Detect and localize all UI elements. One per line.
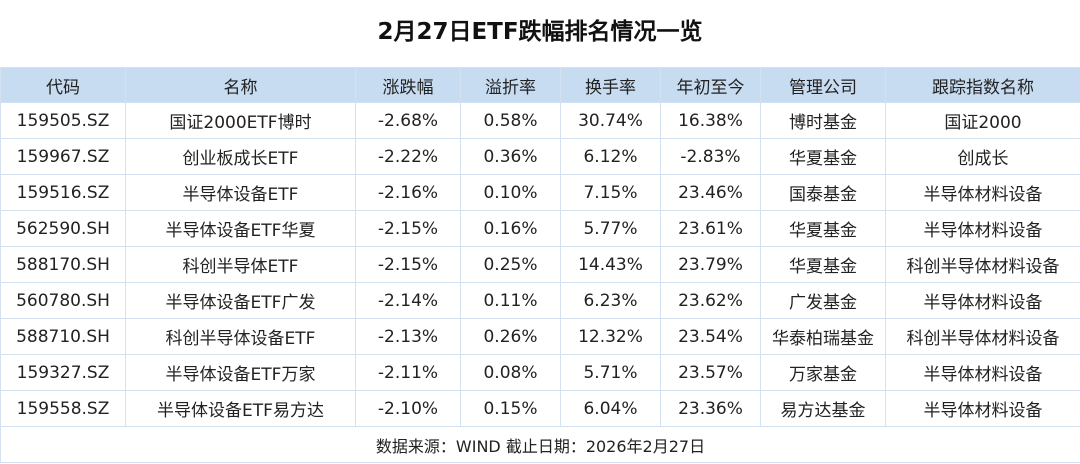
cell-code: 159327.SZ bbox=[0, 354, 126, 391]
cell-manager: 易方达基金 bbox=[760, 390, 886, 427]
cell-code: 588710.SH bbox=[0, 318, 126, 355]
table-row: 588170.SH 科创半导体ETF -2.15% 0.25% 14.43% 23.79%… bbox=[0, 246, 1080, 283]
cell-manager: 万家基金 bbox=[760, 354, 886, 391]
cell-turnover: 30.74% bbox=[560, 102, 661, 139]
cell-index: 科创半导体材料设备 bbox=[885, 318, 1080, 355]
cell-manager: 广发基金 bbox=[760, 282, 886, 319]
table-row: 588710.SH 科创半导体设备ETF -2.13% 0.26% 12.32% 23.5… bbox=[0, 318, 1080, 355]
cell-premium: 0.16% bbox=[460, 210, 561, 247]
cell-turnover: 5.77% bbox=[560, 210, 661, 247]
cell-manager: 华泰柏瑞基金 bbox=[760, 318, 886, 355]
cell-name: 半导体设备ETF万家 bbox=[125, 354, 356, 391]
cell-index: 半导体材料设备 bbox=[885, 210, 1080, 247]
cell-ytd: 23.79% bbox=[660, 246, 761, 283]
cell-premium: 0.15% bbox=[460, 390, 561, 427]
cell-premium: 0.08% bbox=[460, 354, 561, 391]
cell-premium: 0.10% bbox=[460, 174, 561, 211]
page-title: 2月27日ETF跌幅排名情况一览 bbox=[377, 19, 703, 45]
cell-name: 半导体设备ETF bbox=[125, 174, 356, 211]
cell-name: 半导体设备ETF华夏 bbox=[125, 210, 356, 247]
cell-code: 159558.SZ bbox=[0, 390, 126, 427]
cell-turnover: 6.04% bbox=[560, 390, 661, 427]
cell-premium: 0.58% bbox=[460, 102, 561, 139]
cell-change: -2.14% bbox=[355, 282, 461, 319]
cell-name: 半导体设备ETF广发 bbox=[125, 282, 356, 319]
cell-index: 半导体材料设备 bbox=[885, 354, 1080, 391]
cell-change: -2.11% bbox=[355, 354, 461, 391]
cell-premium: 0.36% bbox=[460, 138, 561, 175]
header-ytd: 年初至今 bbox=[660, 67, 761, 103]
cell-change: -2.68% bbox=[355, 102, 461, 139]
cell-index: 半导体材料设备 bbox=[885, 282, 1080, 319]
table-row: 159505.SZ 国证2000ETF博时 -2.68% 0.58% 30.74% 16.… bbox=[0, 102, 1080, 139]
table-row: 159558.SZ 半导体设备ETF易方达 -2.10% 0.15% 6.04% 23.3… bbox=[0, 390, 1080, 427]
cell-turnover: 12.32% bbox=[560, 318, 661, 355]
cell-manager: 华夏基金 bbox=[760, 138, 886, 175]
table-header-row: 代码 名称 涨跌幅 溢折率 换手率 年初至今 管理公司 跟踪指数名称 bbox=[0, 67, 1080, 103]
cell-index: 半导体材料设备 bbox=[885, 174, 1080, 211]
cell-premium: 0.11% bbox=[460, 282, 561, 319]
cell-code: 159967.SZ bbox=[0, 138, 126, 175]
cell-ytd: 23.46% bbox=[660, 174, 761, 211]
cell-manager: 博时基金 bbox=[760, 102, 886, 139]
table-row: 159327.SZ 半导体设备ETF万家 -2.11% 0.08% 5.71% 23.57… bbox=[0, 354, 1080, 391]
cell-code: 159505.SZ bbox=[0, 102, 126, 139]
cell-ytd: 23.62% bbox=[660, 282, 761, 319]
cell-premium: 0.26% bbox=[460, 318, 561, 355]
cell-index: 科创半导体材料设备 bbox=[885, 246, 1080, 283]
cell-index: 半导体材料设备 bbox=[885, 390, 1080, 427]
table-row: 159516.SZ 半导体设备ETF -2.16% 0.10% 7.15% 23.46% 国… bbox=[0, 174, 1080, 211]
cell-code: 588170.SH bbox=[0, 246, 126, 283]
cell-manager: 华夏基金 bbox=[760, 246, 886, 283]
cell-turnover: 14.43% bbox=[560, 246, 661, 283]
cell-name: 科创半导体设备ETF bbox=[125, 318, 356, 355]
cell-change: -2.10% bbox=[355, 390, 461, 427]
header-turnover: 换手率 bbox=[560, 67, 661, 103]
cell-index: 国证2000 bbox=[885, 102, 1080, 139]
cell-manager: 华夏基金 bbox=[760, 210, 886, 247]
cell-turnover: 6.12% bbox=[560, 138, 661, 175]
cell-code: 560780.SH bbox=[0, 282, 126, 319]
cell-ytd: 23.61% bbox=[660, 210, 761, 247]
header-index: 跟踪指数名称 bbox=[885, 67, 1080, 103]
source-note: 数据来源：WIND 截止日期：2026年2月27日 bbox=[0, 426, 1080, 463]
cell-ytd: 16.38% bbox=[660, 102, 761, 139]
header-manager: 管理公司 bbox=[760, 67, 886, 103]
table-row: 159967.SZ 创业板成长ETF -2.22% 0.36% 6.12% -2.83% 华… bbox=[0, 138, 1080, 175]
cell-name: 创业板成长ETF bbox=[125, 138, 356, 175]
cell-turnover: 5.71% bbox=[560, 354, 661, 391]
header-name: 名称 bbox=[125, 67, 356, 103]
cell-manager: 国泰基金 bbox=[760, 174, 886, 211]
cell-ytd: 23.57% bbox=[660, 354, 761, 391]
cell-name: 国证2000ETF博时 bbox=[125, 102, 356, 139]
cell-change: -2.13% bbox=[355, 318, 461, 355]
cell-name: 科创半导体ETF bbox=[125, 246, 356, 283]
cell-change: -2.15% bbox=[355, 210, 461, 247]
header-premium: 溢折率 bbox=[460, 67, 561, 103]
cell-turnover: 6.23% bbox=[560, 282, 661, 319]
header-change: 涨跌幅 bbox=[355, 67, 461, 103]
cell-code: 562590.SH bbox=[0, 210, 126, 247]
header-code: 代码 bbox=[0, 67, 126, 103]
cell-index: 创成长 bbox=[885, 138, 1080, 175]
table-row: 560780.SH 半导体设备ETF广发 -2.14% 0.11% 6.23% 23.62… bbox=[0, 282, 1080, 319]
cell-change: -2.16% bbox=[355, 174, 461, 211]
cell-change: -2.15% bbox=[355, 246, 461, 283]
cell-ytd: 23.54% bbox=[660, 318, 761, 355]
cell-ytd: -2.83% bbox=[660, 138, 761, 175]
etf-table: 代码 名称 涨跌幅 溢折率 换手率 年初至今 管理公司 跟踪指数名称 159505.SZ 国证2… bbox=[0, 67, 1080, 463]
table-row: 562590.SH 半导体设备ETF华夏 -2.15% 0.16% 5.77% 23.61… bbox=[0, 210, 1080, 247]
cell-change: -2.22% bbox=[355, 138, 461, 175]
cell-ytd: 23.36% bbox=[660, 390, 761, 427]
cell-turnover: 7.15% bbox=[560, 174, 661, 211]
cell-premium: 0.25% bbox=[460, 246, 561, 283]
cell-code: 159516.SZ bbox=[0, 174, 126, 211]
cell-name: 半导体设备ETF易方达 bbox=[125, 390, 356, 427]
